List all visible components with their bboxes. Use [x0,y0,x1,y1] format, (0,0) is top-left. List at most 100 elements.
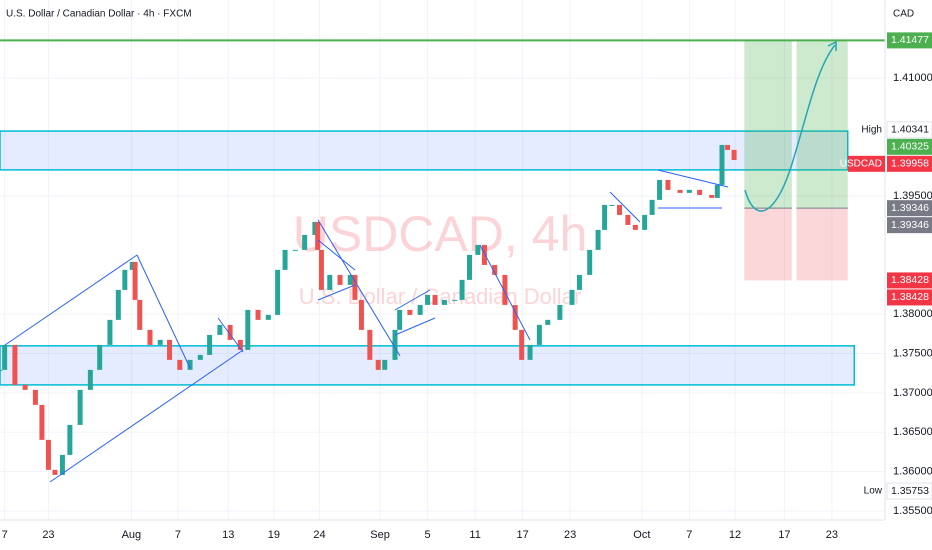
price-label-box [887,272,932,289]
watermark: USDCAD, 4h [293,206,588,262]
candle [282,249,288,270]
candle [502,274,508,305]
y-tick-label: 1.37000 [893,387,932,399]
trendline [394,317,436,336]
candle [665,179,671,190]
x-tick-label: 23 [564,529,576,541]
candle [731,149,737,160]
zone [0,130,849,171]
candle [536,324,542,345]
candle [725,144,731,150]
axes: 1.35500 1.36000 1.36500 1.37000 1.37500 1.380… [2,32,932,541]
candle [39,404,45,440]
price-label: 1.41477 [891,34,929,46]
candle [318,249,324,290]
candle [87,369,93,390]
candle [382,359,388,370]
y-tick-label: 1.41000 [893,72,932,84]
y-tick-label: 1.36500 [893,426,932,438]
trendline [479,244,531,341]
trendline [657,169,729,188]
trendline [394,289,431,311]
y-tick-label: 1.38000 [893,308,932,320]
candle [587,249,593,275]
candle [347,274,353,285]
candle [512,304,518,330]
grid [0,0,885,520]
price-label-box [887,155,932,172]
candle [275,269,281,315]
x-tick-label: Sep [370,529,390,541]
x-tick-label: 17 [778,529,790,541]
candle [375,359,381,370]
candle [719,144,725,185]
candle [392,329,398,360]
trendlines [4,169,729,483]
zones [0,39,885,386]
trendline [317,219,401,357]
candle [197,354,203,360]
candle [492,264,498,275]
trendline [609,191,641,223]
projection-arrow [744,44,836,212]
candle [97,344,103,370]
x-tick-label: 7 [2,529,8,541]
candle [177,359,183,370]
x-tick-label: 17 [516,529,528,541]
x-tick-label: 7 [175,529,181,541]
candle [425,294,431,305]
name-box [848,155,885,172]
price-label-name: USDCAD [840,158,882,169]
x-tick-label: 5 [425,529,431,541]
candle [32,389,38,405]
y-tick-label: 1.39500 [893,190,932,202]
candle [0,369,3,371]
trendline [4,254,138,346]
candle [441,299,447,305]
price-label-box [887,217,932,234]
candle [45,439,51,470]
candle [649,199,655,215]
candle [227,324,233,340]
trendline [317,284,356,301]
stop-zone [744,208,792,281]
trendline [49,349,244,483]
candle [302,234,308,250]
arrow-head [827,40,837,51]
candle [569,289,575,305]
x-tick-label: Aug [122,529,142,541]
candle [2,344,8,370]
price-label-box [887,289,932,306]
trendline [217,317,244,353]
price-label-box [887,32,932,49]
price-label-box [887,138,932,155]
price-label: 1.40341 [891,124,929,136]
candle [467,254,473,280]
price-label: 1.38428 [891,274,929,286]
price-label-box [887,200,932,217]
chart-title: U.S. Dollar / Canadian Dollar · 4h · FXC… [6,9,192,20]
candle [709,194,715,198]
candle [417,304,423,315]
price-label: 1.35753 [891,485,929,497]
candle [481,244,487,265]
candle [545,319,551,325]
candle [265,314,271,320]
candle [245,309,251,350]
price-label-name: Low [864,486,883,497]
candle [132,261,138,300]
candle [714,184,720,198]
price-label-name: High [861,124,882,135]
candle [137,299,143,330]
x-tick-label: 19 [268,529,280,541]
x-tick-label: 12 [729,529,741,541]
price-label: 1.39346 [891,202,929,214]
candle [77,389,83,425]
candle [115,289,121,320]
candle [67,424,73,455]
candle [519,329,525,360]
y-tick-label: 1.36000 [893,465,932,477]
x-tick-label: 7 [686,529,692,541]
candle [595,229,601,250]
candle [432,294,438,305]
